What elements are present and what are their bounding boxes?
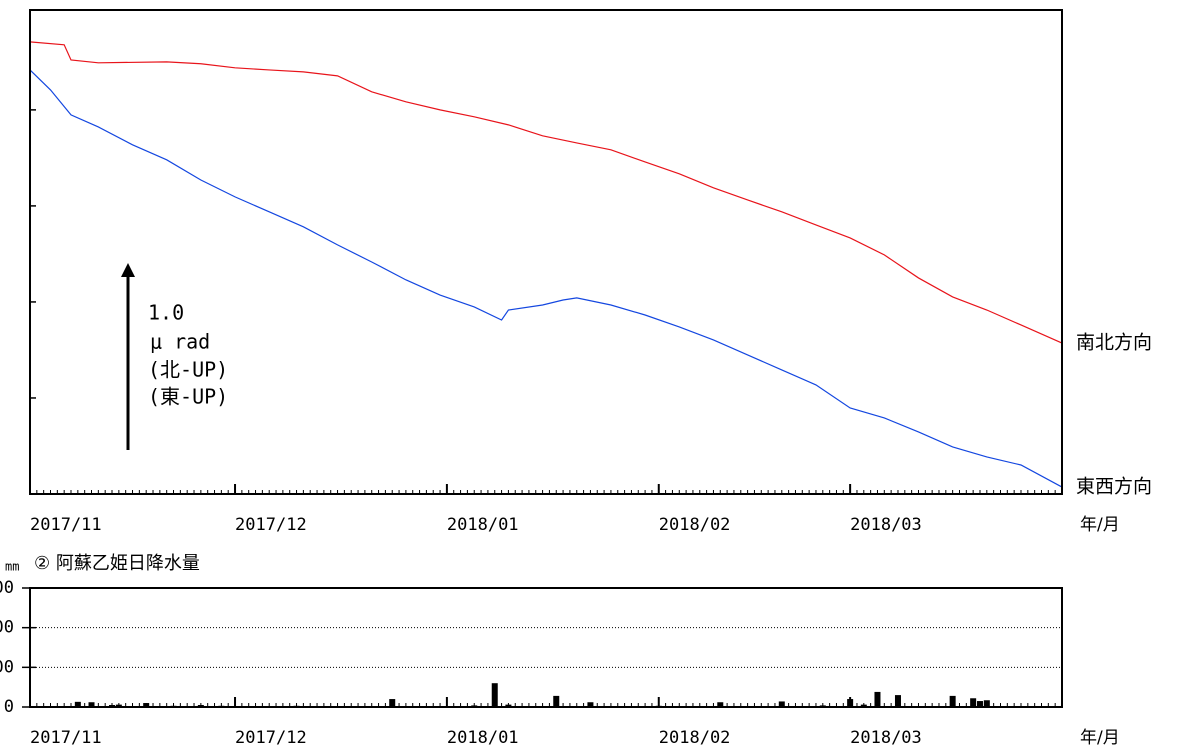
bar	[115, 704, 122, 707]
y-axis-label: mm	[5, 560, 19, 574]
y-tick-label: 100	[0, 657, 14, 677]
x-axis-label: 年/月	[1080, 728, 1120, 748]
line-series	[29, 41, 1063, 344]
x-tick-label: 2018/01	[447, 515, 519, 535]
plot-frame	[29, 9, 1063, 495]
annotation: μ rad	[150, 330, 210, 354]
bar	[949, 695, 956, 707]
bar	[778, 701, 785, 707]
series-label: 東西方向	[1076, 476, 1152, 498]
bar	[389, 699, 396, 707]
y-tick-label: 300	[0, 578, 14, 598]
bar	[505, 704, 512, 707]
bar	[847, 699, 854, 707]
bar	[860, 704, 867, 707]
plot-frame	[29, 587, 1063, 708]
chart-title: ② 阿蘇乙姫日降水量	[34, 553, 200, 574]
annotation: 1.0	[148, 301, 184, 325]
x-tick-label: 2018/03	[850, 728, 922, 748]
bar	[491, 683, 498, 707]
x-tick-label: 2018/02	[659, 515, 731, 535]
bar	[874, 691, 881, 707]
x-tick-label: 2017/11	[30, 728, 102, 748]
bar	[587, 702, 594, 707]
x-tick-label: 2018/03	[850, 515, 922, 535]
annotation: (東-UP)	[148, 385, 228, 409]
x-tick-label: 2017/12	[235, 728, 307, 748]
x-axis-label: 年/月	[1080, 515, 1120, 535]
bar	[970, 698, 977, 707]
x-tick-label: 2018/02	[659, 728, 731, 748]
line-series	[29, 69, 1063, 488]
x-tick-label: 2018/01	[447, 728, 519, 748]
bar	[553, 695, 560, 707]
y-tick-label: 200	[0, 618, 14, 638]
bar	[74, 701, 81, 707]
annotation: (北-UP)	[148, 358, 228, 382]
bar	[717, 702, 724, 707]
x-tick-label: 2017/11	[30, 515, 102, 535]
bar	[894, 695, 901, 707]
bar	[983, 700, 990, 707]
scale-arrowhead	[121, 263, 135, 277]
series-label: 南北方向	[1076, 332, 1152, 354]
bar	[88, 702, 95, 707]
x-tick-label: 2017/12	[235, 515, 307, 535]
y-tick-label: 0	[4, 697, 14, 717]
bar	[143, 703, 150, 707]
bar	[976, 701, 983, 707]
